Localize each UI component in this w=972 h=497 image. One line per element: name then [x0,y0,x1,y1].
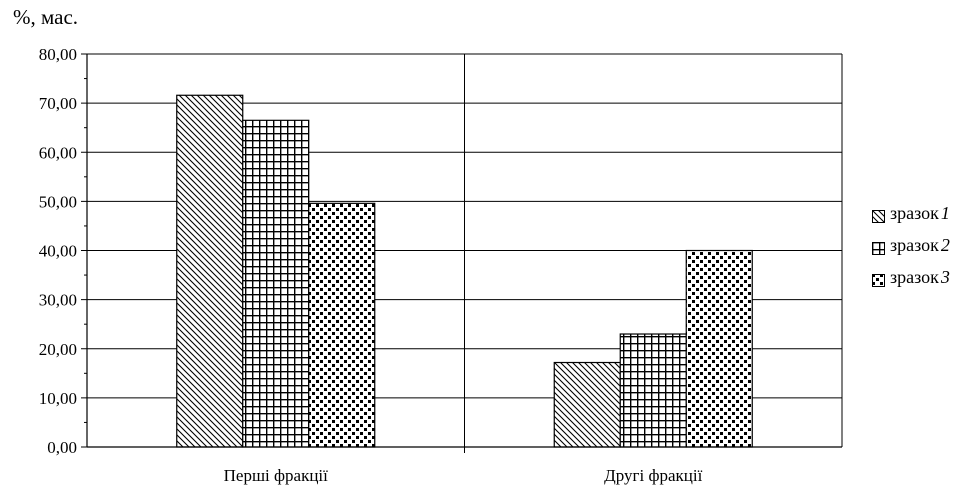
x-category-label: Другі фракції [604,466,702,485]
bar [308,202,376,448]
x-category-label: Перші фракції [224,466,329,485]
legend-swatch-3 [872,271,885,287]
legend-label: зразок [890,202,939,223]
legend: зразок 1 зразок 2 зразок 3 [872,197,950,293]
legend-swatch-1 [872,207,885,223]
y-tick-label: 20,00 [39,340,77,359]
y-axis-label: %, мас. [13,5,79,29]
legend-swatch-graphic [872,209,885,223]
legend-swatch-graphic [872,273,885,287]
bar [176,94,244,448]
bar [685,249,753,448]
y-tick-label: 70,00 [39,94,77,113]
bar [619,333,687,448]
y-tick-label: 80,00 [39,45,77,64]
legend-label: зразок [890,234,939,255]
bar [242,119,310,448]
y-tick-label: 30,00 [39,291,77,310]
legend-label: зразок [890,266,939,287]
legend-swatch-2 [872,239,885,255]
legend-item: зразок 2 [872,229,950,261]
y-tick-label: 10,00 [39,389,77,408]
legend-swatch-graphic [872,241,885,255]
y-tick-label: 40,00 [39,242,77,261]
y-tick-label: 50,00 [39,192,77,211]
legend-item: зразок 1 [872,197,950,229]
legend-number: 3 [940,266,950,287]
y-tick-label: 60,00 [39,143,77,162]
legend-number: 2 [940,234,950,255]
y-tick-label: 0,00 [47,438,77,457]
bar [553,361,621,448]
legend-item: зразок 3 [872,261,950,293]
legend-number: 1 [940,202,950,223]
